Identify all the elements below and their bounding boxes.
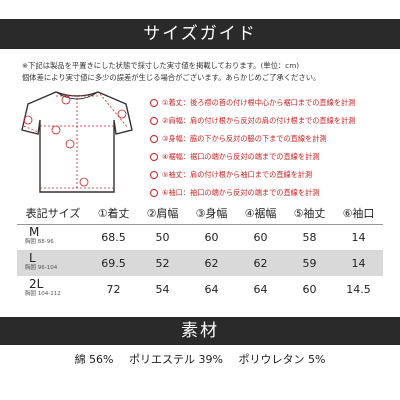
table-row: 2L 胸囲 104-112 72 54 64 64 60 14.5 xyxy=(17,276,383,302)
table-cell: 60 xyxy=(204,230,219,244)
legend-item-cuff: ⑥袖口：袖口の端から反対の端までの直線を計測 xyxy=(150,184,390,202)
size-table-header: 表記サイズ ①着丈 ②肩幅 ③身幅 ④裾幅 ⑤袖丈 ⑥袖口 xyxy=(17,202,383,225)
circle-marker-icon xyxy=(150,153,158,161)
circle-marker-icon xyxy=(150,189,158,197)
material-polyurethane: ポリウレタン 5% xyxy=(238,353,326,366)
material-composition: 綿 56% ポリエステル 39% ポリウレタン 5% xyxy=(0,351,400,367)
header-length: ①着丈 xyxy=(89,202,138,225)
material-polyester: ポリエステル 39% xyxy=(129,353,223,366)
material-title: 素材 xyxy=(181,321,219,341)
legend-item-length: ①着丈：後ろ襟の首の付け根中心から裾口までの直線を計測 xyxy=(150,94,390,112)
legend-item-chest: ③身幅：脇の下から反対の脇の下までの直線を計測 xyxy=(150,130,390,148)
measurement-legend: ①着丈：後ろ襟の首の付け根中心から裾口までの直線を計測 ②肩幅：肩の付け根から反… xyxy=(150,94,390,202)
legend-item-sleeve-length: ⑤袖丈：肩の付け根から袖口までの直線を計測 xyxy=(150,166,390,184)
table-cell: 72 xyxy=(106,282,121,296)
table-cell: 14 xyxy=(334,250,383,276)
size-table: 表記サイズ ①着丈 ②肩幅 ③身幅 ④裾幅 ⑤袖丈 ⑥袖口 M 胸囲 88-96 … xyxy=(17,202,383,302)
table-cell: 52 xyxy=(138,250,187,276)
circle-marker-icon xyxy=(150,171,158,179)
table-cell: 69.5 xyxy=(89,250,138,276)
table-cell: 64 xyxy=(204,282,219,296)
header-cuff: ⑥袖口 xyxy=(334,202,383,225)
table-row: L 胸囲 96-104 69.5 52 62 62 59 14 xyxy=(17,250,383,276)
table-cell: 60 xyxy=(302,282,317,296)
table-cell: 62 xyxy=(187,250,236,276)
note-line-2: 個体差により実寸値に多少の誤差が生じる場合がございます。あらかじめご了承ください… xyxy=(22,73,321,82)
table-cell: 58 xyxy=(302,230,317,244)
header-sleeve: ⑤袖丈 xyxy=(285,202,334,225)
material-banner: 素材 xyxy=(0,317,400,345)
size-label: L 胸囲 96-104 xyxy=(17,250,89,276)
table-cell: 59 xyxy=(285,250,334,276)
table-cell: 62 xyxy=(236,250,285,276)
table-row: M 胸囲 88-96 68.5 50 60 60 58 14 xyxy=(17,224,383,250)
legend-item-hem: ④裾幅：裾口の端から反対の端までの直線を計測 xyxy=(150,148,390,166)
table-cell: 14 xyxy=(351,230,366,244)
legend-item-shoulder: ②肩幅：肩の付け根から反対の肩の付け根までの直線を計測 xyxy=(150,112,390,130)
header-chest: ③身幅 xyxy=(187,202,236,225)
table-cell: 68.5 xyxy=(101,230,126,244)
size-label: M 胸囲 88-96 xyxy=(25,225,54,246)
size-label: 2L 胸囲 104-112 xyxy=(25,277,61,297)
table-cell: 64 xyxy=(253,282,268,296)
circle-marker-icon xyxy=(150,99,158,107)
header-shoulder: ②肩幅 xyxy=(138,202,187,225)
circle-marker-icon xyxy=(150,135,158,143)
note-line-1: ※下記は製品を平置きにした状態で採寸した実寸値を掲載しております。(単位：cm) xyxy=(22,61,300,70)
measurement-notes: ※下記は製品を平置きにした状態で採寸した実寸値を掲載しております。(単位：cm)… xyxy=(22,60,382,84)
tshirt-diagram-icon xyxy=(21,91,133,193)
table-cell: 14.5 xyxy=(346,282,371,296)
circle-marker-icon xyxy=(150,117,158,125)
table-cell: 50 xyxy=(155,230,170,244)
table-cell: 54 xyxy=(155,282,170,296)
table-cell: 60 xyxy=(253,230,268,244)
material-cotton: 綿 56% xyxy=(74,353,114,366)
size-guide-title: サイズガイド xyxy=(143,24,257,44)
header-size: 表記サイズ xyxy=(17,202,89,225)
header-hem: ④裾幅 xyxy=(236,202,285,225)
size-guide-banner: サイズガイド xyxy=(0,19,400,49)
